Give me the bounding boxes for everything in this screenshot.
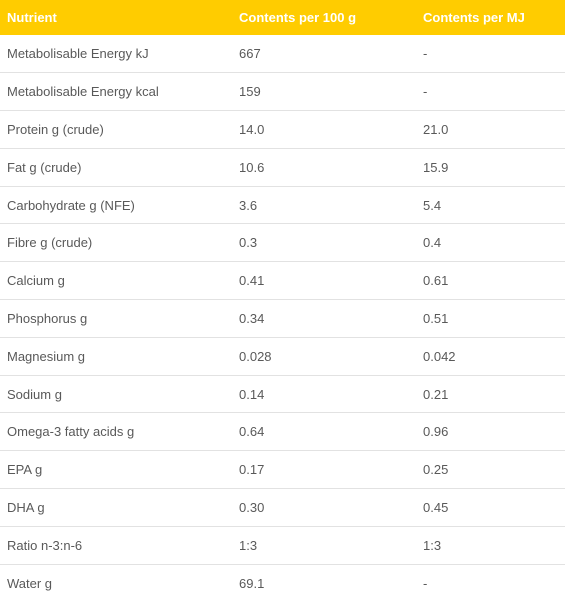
per-mj-cell: - [423, 575, 428, 591]
nutrient-cell: Fibre g (crude) [7, 235, 93, 251]
table-row: Sodium g 0.14 0.21 [0, 375, 565, 413]
nutrient-cell: Calcium g [7, 273, 65, 289]
table-row: Ratio n-3:n-6 1:3 1:3 [0, 526, 565, 565]
table-row: DHA g 0.30 0.45 [0, 489, 565, 527]
per-mj-cell: 0.25 [423, 462, 449, 478]
table-row: Protein g (crude) 14.0 21.0 [0, 111, 565, 149]
nutrient-cell: Omega-3 fatty acids g [7, 424, 135, 440]
table-header: Nutrient Contents per 100 g Contents per… [0, 0, 565, 35]
nutrient-cell: Protein g (crude) [7, 121, 104, 137]
per-100g-cell: 0.30 [239, 499, 265, 515]
per-mj-cell: 0.042 [423, 348, 456, 364]
per-mj-cell: 0.4 [423, 235, 442, 251]
per-mj-cell: 0.61 [423, 273, 449, 289]
per-100g-cell: 667 [239, 46, 261, 62]
nutrient-cell: EPA g [7, 462, 43, 478]
nutrient-cell: Magnesium g [7, 348, 86, 364]
per-100g-cell: 159 [239, 84, 261, 100]
nutrient-cell: Fat g (crude) [7, 159, 82, 175]
table-row: Fat g (crude) 10.6 15.9 [0, 148, 565, 187]
per-100g-cell: 0.3 [239, 235, 258, 251]
per-100g-cell: 10.6 [239, 159, 265, 175]
nutrient-cell: DHA g [7, 499, 45, 515]
nutrient-cell: Metabolisable Energy kJ [7, 46, 149, 62]
per-100g-cell: 0.64 [239, 424, 265, 440]
column-header-nutrient: Nutrient [7, 10, 57, 25]
nutrient-cell: Ratio n-3:n-6 [7, 537, 83, 553]
nutrient-cell: Sodium g [7, 386, 62, 402]
table-row: Metabolisable Energy kcal 159 - [0, 73, 565, 111]
nutrient-cell: Metabolisable Energy kcal [7, 84, 159, 100]
per-100g-cell: 0.14 [239, 386, 265, 402]
per-100g-cell: 3.6 [239, 197, 258, 213]
per-mj-cell: 0.21 [423, 386, 449, 402]
column-header-per-mj: Contents per MJ [423, 10, 525, 25]
per-mj-cell: - [423, 84, 428, 100]
per-100g-cell: 69.1 [239, 575, 265, 591]
table-row: Fibre g (crude) 0.3 0.4 [0, 224, 565, 262]
table-body: Metabolisable Energy kJ 667- Metabolisable… [0, 35, 565, 602]
per-100g-cell: 0.41 [239, 273, 265, 289]
nutrient-cell: Water g [7, 575, 53, 591]
per-100g-cell: 0.028 [239, 348, 272, 364]
table-row: Omega-3 fatty acids g 0.64 0.96 [0, 413, 565, 451]
nutrient-cell: Carbohydrate g (NFE) [7, 197, 135, 213]
per-mj-cell: 21.0 [423, 121, 449, 137]
table-row: Water g 69.1 - [0, 564, 565, 602]
per-mj-cell: - [423, 46, 428, 62]
per-100g-cell: 0.17 [239, 462, 265, 478]
header-row: Nutrient Contents per 100 g Contents per… [0, 0, 565, 35]
table-row: Magnesium g 0.028 0.042 [0, 337, 565, 376]
table-row: Metabolisable Energy kJ 667 - [0, 35, 565, 73]
per-mj-cell: 0.96 [423, 424, 449, 440]
table-row: Calcium g 0.41 0.61 [0, 262, 565, 300]
table-row: Phosphorus g 0.34 0.51 [0, 300, 565, 338]
per-mj-cell: 5.4 [423, 197, 442, 213]
table-row: EPA g 0.17 0.25 [0, 451, 565, 489]
per-100g-cell: 14.0 [239, 121, 265, 137]
nutrient-cell: Phosphorus g [7, 310, 88, 326]
per-mj-cell: 0.45 [423, 499, 449, 515]
per-mj-cell: 15.9 [423, 159, 449, 175]
per-mj-cell: 1:3 [423, 537, 442, 553]
column-header-per-100g: Contents per 100 g [239, 10, 357, 25]
per-mj-cell: 0.51 [423, 310, 449, 326]
per-100g-cell: 1:3 [239, 537, 258, 553]
table-row: Carbohydrate g (NFE) 3.6 5.4 [0, 186, 565, 224]
per-100g-cell: 0.34 [239, 310, 265, 326]
